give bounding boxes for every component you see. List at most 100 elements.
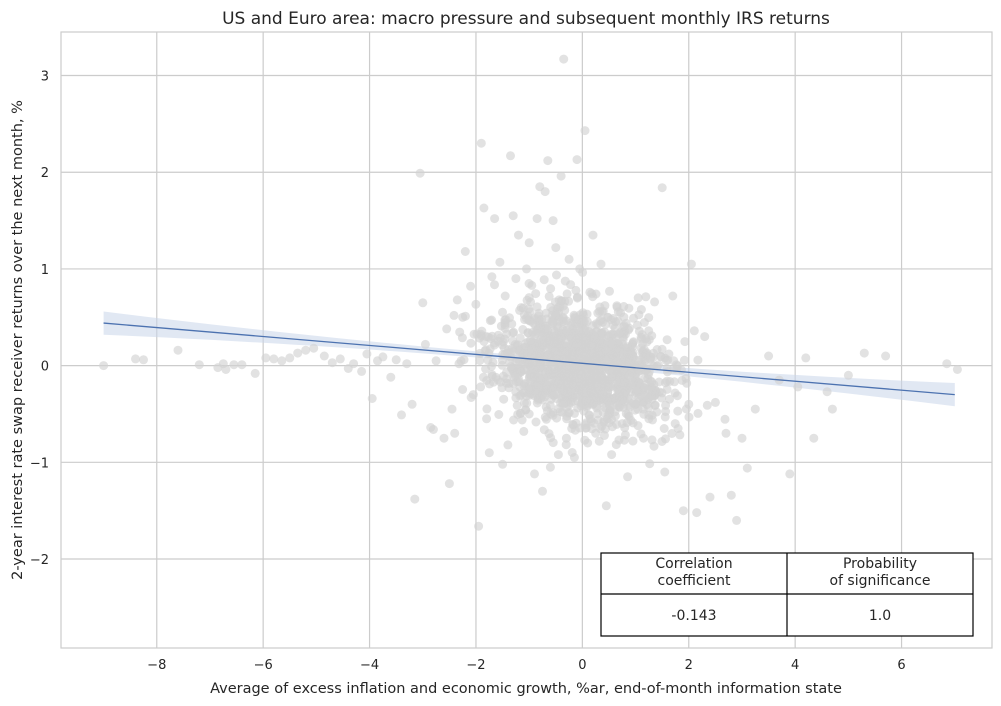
data-point — [636, 429, 646, 439]
data-point — [484, 448, 494, 458]
data-point — [827, 404, 837, 414]
data-point — [397, 410, 406, 420]
data-point — [553, 354, 563, 364]
data-point — [507, 363, 517, 373]
data-point — [362, 349, 372, 359]
data-point — [572, 155, 582, 165]
data-point — [562, 411, 572, 421]
data-point — [647, 386, 657, 396]
data-point — [531, 289, 541, 299]
data-point — [490, 280, 499, 290]
data-point — [386, 372, 396, 382]
regression-line — [103, 322, 955, 396]
data-point — [501, 315, 511, 325]
data-point — [567, 448, 577, 457]
data-point — [548, 317, 558, 327]
data-point — [450, 428, 460, 438]
data-point — [553, 361, 563, 371]
data-point — [546, 365, 556, 375]
data-point — [822, 387, 832, 397]
data-point — [644, 410, 654, 420]
data-point — [952, 365, 962, 374]
data-point — [644, 326, 654, 336]
data-point — [582, 309, 592, 319]
data-point — [737, 433, 747, 443]
data-point — [625, 359, 635, 369]
data-point — [624, 323, 634, 333]
data-point — [603, 388, 612, 398]
data-point — [269, 354, 279, 364]
data-point — [549, 331, 559, 341]
data-point — [582, 402, 592, 412]
data-point — [418, 298, 428, 308]
y-tick-label: 3 — [41, 70, 49, 85]
data-point — [801, 353, 811, 363]
data-point — [564, 254, 574, 264]
data-point — [742, 463, 752, 473]
data-point — [495, 257, 505, 267]
data-point — [476, 382, 486, 392]
data-point — [721, 428, 731, 438]
data-point — [546, 433, 556, 443]
data-point — [548, 410, 558, 420]
data-point — [560, 276, 570, 286]
data-point — [639, 318, 649, 327]
x-tick-labels: −8 −6 −4 −2 0 2 4 6 — [147, 658, 906, 673]
data-point — [487, 315, 497, 325]
data-point — [449, 310, 459, 320]
data-point — [670, 419, 680, 429]
data-point — [616, 308, 626, 318]
x-tick-label: −2 — [466, 658, 485, 673]
data-point — [580, 435, 590, 445]
data-point — [650, 297, 660, 307]
y-tick-label: −1 — [30, 456, 49, 471]
data-point — [536, 361, 546, 370]
data-point — [447, 404, 457, 414]
data-point — [407, 399, 417, 409]
data-point — [662, 376, 672, 386]
data-point — [544, 349, 554, 359]
data-point — [540, 339, 549, 349]
data-point — [237, 360, 247, 370]
data-point — [675, 430, 685, 440]
data-point — [591, 392, 601, 402]
data-point — [522, 264, 531, 274]
data-point — [682, 378, 692, 388]
data-point — [532, 214, 542, 224]
data-point — [539, 275, 549, 285]
data-point — [710, 397, 720, 407]
data-point — [942, 359, 952, 369]
data-point — [497, 360, 507, 370]
data-point — [475, 348, 485, 358]
data-point — [466, 393, 476, 402]
data-point — [476, 138, 486, 148]
data-point — [661, 434, 670, 444]
data-point — [647, 394, 657, 404]
data-point — [431, 356, 441, 366]
data-point — [630, 399, 640, 409]
data-point — [459, 355, 469, 365]
data-point — [469, 329, 479, 339]
data-point — [588, 230, 598, 240]
data-point — [498, 307, 507, 317]
data-point — [607, 422, 617, 432]
data-point — [793, 382, 803, 392]
data-point — [99, 361, 109, 371]
data-point — [479, 203, 489, 213]
data-point — [589, 418, 599, 428]
data-point — [460, 311, 470, 321]
data-point — [524, 409, 534, 419]
data-point — [585, 367, 595, 377]
data-point — [319, 351, 329, 361]
data-point — [602, 376, 612, 386]
data-point — [524, 279, 534, 288]
data-point — [648, 348, 658, 358]
data-point — [519, 426, 529, 436]
data-point — [673, 361, 683, 371]
data-point — [628, 436, 638, 446]
grid — [61, 32, 992, 648]
data-point — [567, 384, 577, 393]
data-point — [668, 291, 678, 301]
data-point — [552, 270, 561, 280]
data-point — [490, 214, 500, 224]
